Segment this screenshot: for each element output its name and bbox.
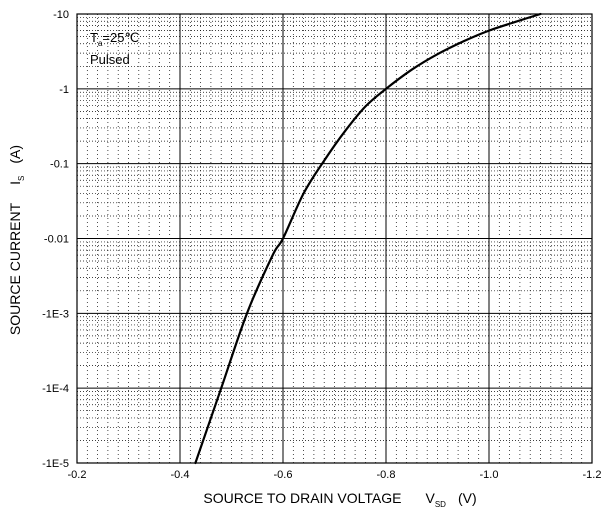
- x-tick-labels: -0.2 -0.4 -0.6 -0.8 -1.0 -1.2: [68, 469, 602, 481]
- y-tick-label: -1E-4: [42, 383, 69, 395]
- x-tick-label: -1.2: [583, 469, 602, 481]
- temperature-label: Ta=25℃: [90, 30, 139, 48]
- y-tick-label: -0.1: [50, 159, 69, 171]
- plot-frame: [76, 13, 593, 464]
- y-tick-label: -0.01: [44, 234, 69, 246]
- x-tick-label: -0.8: [377, 469, 396, 481]
- y-tick-label: -1: [59, 84, 69, 96]
- condition-annotation: Ta=25℃ Pulsed: [90, 30, 139, 67]
- y-tick-label: -10: [53, 9, 69, 21]
- y-axis-title: SOURCE CURRENTIS(A): [7, 145, 26, 335]
- x-tick-label: -1.0: [480, 469, 499, 481]
- pulsed-label: Pulsed: [90, 52, 130, 67]
- x-tick-label: -0.2: [68, 469, 87, 481]
- data-series-curve: [194, 12, 542, 465]
- x-tick-label: -0.4: [171, 469, 190, 481]
- x-tick-label: -0.6: [274, 469, 293, 481]
- y-tick-label: -1E-3: [42, 308, 69, 320]
- major-grid: [76, 13, 593, 464]
- y-tick-label: -1E-5: [42, 458, 69, 470]
- y-tick-labels: -10 -1 -0.1 -0.01 -1E-3 -1E-4 -1E-5: [42, 9, 69, 470]
- x-axis-title: SOURCE TO DRAIN VOLTAGE VSD (V): [203, 490, 476, 509]
